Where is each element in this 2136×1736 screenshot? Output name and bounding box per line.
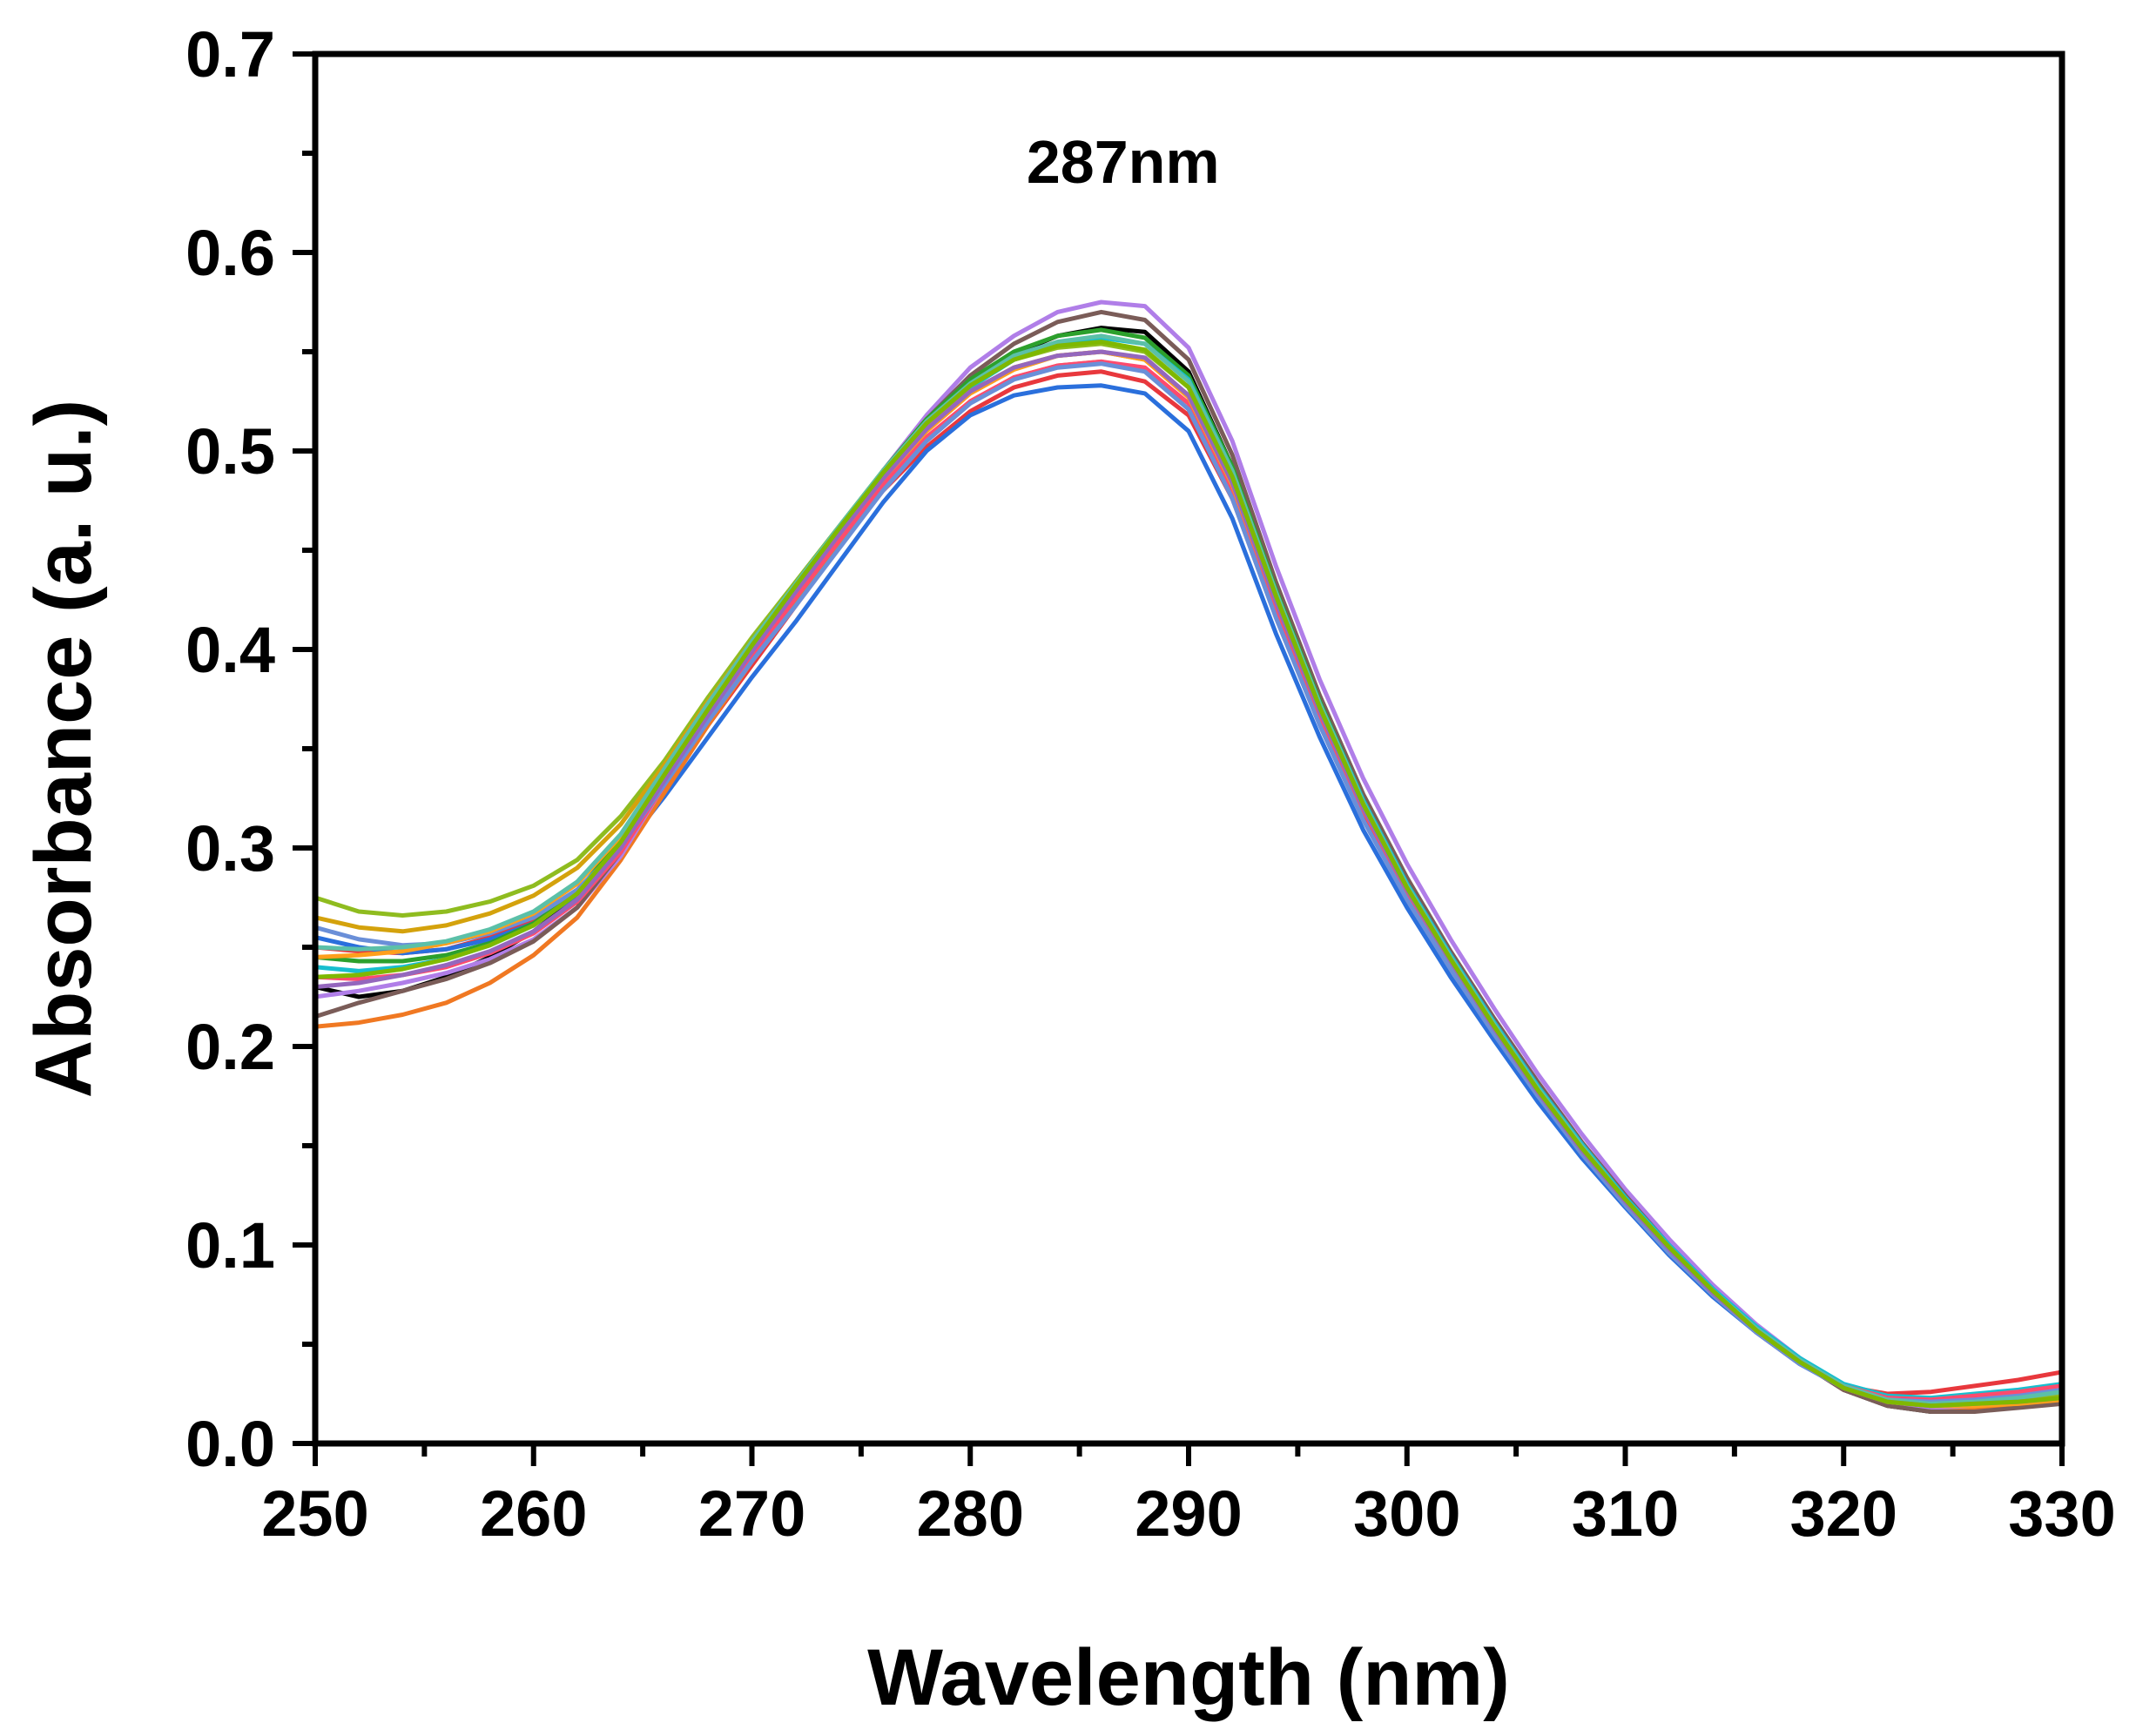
plot-frame — [312, 50, 2065, 1447]
y-tick-label: 0.7 — [185, 18, 275, 91]
y-tick-label: 0.4 — [185, 614, 275, 686]
y-tick-label: 0.0 — [185, 1408, 275, 1480]
x-tick-label: 330 — [2008, 1477, 2115, 1550]
x-tick-label: 280 — [917, 1477, 1024, 1550]
tick-layer: 250 260 270 280 290 300 310 320 330 0.0 0.1 0.2 0.3 0… — [185, 18, 2116, 1550]
peak-annotation: 287nm — [1027, 128, 1220, 196]
series-layer — [313, 299, 2065, 1414]
y-axis-title: Absorbance (a. u.) — [19, 400, 108, 1099]
series-line-5 — [313, 299, 2065, 1410]
series-line-8 — [313, 341, 2065, 1409]
y-tick-label: 0.2 — [185, 1011, 275, 1083]
series-line-16 — [313, 340, 2065, 1409]
x-tick-label: 250 — [261, 1477, 368, 1550]
x-tick-label: 300 — [1353, 1477, 1460, 1550]
x-tick-label: 260 — [480, 1477, 587, 1550]
x-tick-label: 290 — [1135, 1477, 1242, 1550]
y-tick-label: 0.1 — [185, 1209, 275, 1282]
y-tick-label: 0.5 — [185, 415, 275, 488]
x-tick-label: 310 — [1572, 1477, 1679, 1550]
x-tick-label: 270 — [698, 1477, 805, 1550]
y-tick-label: 0.6 — [185, 217, 275, 289]
x-tick-label: 320 — [1790, 1477, 1897, 1550]
x-axis-title: Wavelength (nm) — [867, 1633, 1510, 1722]
y-tick-label: 0.3 — [185, 812, 275, 885]
